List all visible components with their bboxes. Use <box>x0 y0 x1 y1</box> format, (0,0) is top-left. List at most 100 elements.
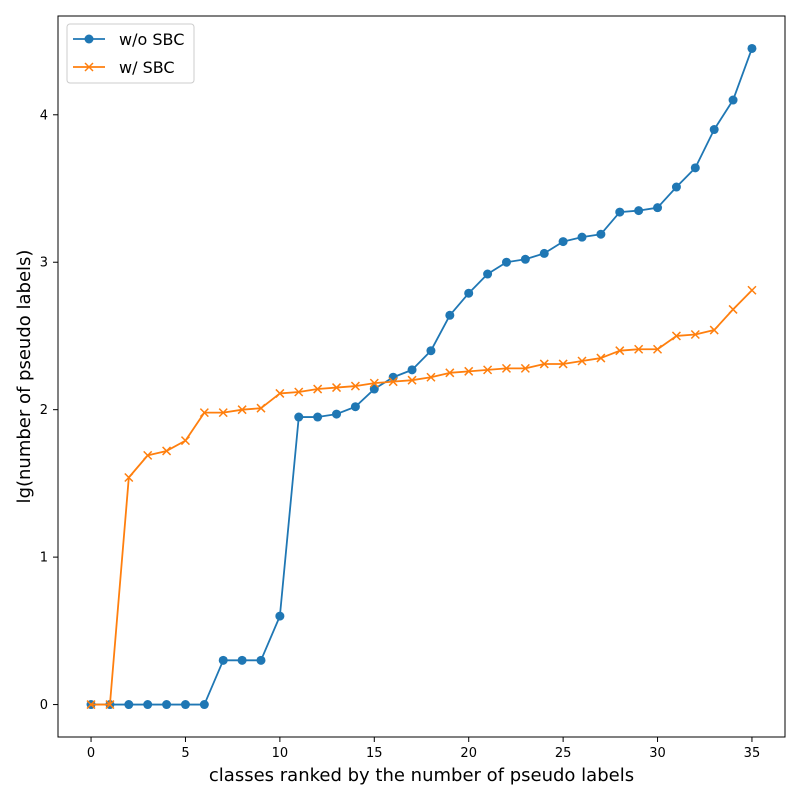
data-point <box>539 248 549 258</box>
data-point <box>501 257 511 267</box>
data-point <box>84 62 94 72</box>
data-point <box>407 365 417 375</box>
data-point <box>275 388 285 398</box>
data-point <box>237 405 247 415</box>
data-point <box>690 329 700 340</box>
data-point <box>369 378 379 388</box>
data-point <box>218 408 228 418</box>
data-point <box>464 366 474 376</box>
y-tick-label: 2 <box>40 403 48 418</box>
data-point <box>313 412 323 422</box>
x-tick-label: 10 <box>272 746 289 761</box>
data-point <box>520 363 530 373</box>
x-tick-label: 25 <box>555 746 572 761</box>
data-point <box>577 232 587 242</box>
data-point <box>407 375 417 385</box>
data-point <box>180 436 190 446</box>
x-tick-label: 5 <box>181 746 189 761</box>
data-point <box>162 446 172 456</box>
x-tick-label: 30 <box>649 746 666 761</box>
data-point <box>143 450 153 460</box>
data-point <box>84 34 94 44</box>
y-tick-label: 1 <box>40 551 48 566</box>
data-point <box>709 125 719 135</box>
data-point <box>653 203 663 213</box>
data-point <box>728 304 738 314</box>
data-point <box>577 356 587 366</box>
data-point <box>199 700 209 710</box>
data-point <box>539 359 549 369</box>
legend-entry: w/ SBC <box>73 58 175 77</box>
data-point <box>728 95 738 105</box>
data-point <box>218 655 228 665</box>
data-point <box>709 325 719 335</box>
data-point <box>180 700 190 710</box>
data-point <box>501 363 512 373</box>
data-point <box>690 163 700 173</box>
data-point <box>369 384 379 394</box>
x-tick-label: 20 <box>460 746 477 761</box>
series-line <box>91 48 753 706</box>
data-point <box>256 403 266 413</box>
series-layer <box>86 43 757 710</box>
series-1 <box>86 43 757 710</box>
data-point <box>331 383 342 393</box>
data-point <box>388 372 398 382</box>
data-point <box>747 285 757 295</box>
data-point <box>520 254 530 264</box>
y-tick-label: 0 <box>40 698 48 713</box>
legend-label: w/ SBC <box>119 58 175 77</box>
data-point <box>671 331 681 341</box>
x-tick-label: 0 <box>87 746 95 761</box>
data-point <box>445 310 455 320</box>
legend-entry: w/o SBC <box>73 30 184 49</box>
plot-frame <box>57 15 786 738</box>
data-point <box>313 384 323 394</box>
data-point <box>105 700 115 710</box>
x-axis-label: classes ranked by the number of pseudo l… <box>209 765 634 786</box>
y-axis-label: lg(number of pseudo labels) <box>14 250 35 504</box>
data-point <box>747 43 757 53</box>
data-point <box>558 237 568 247</box>
data-point <box>615 207 625 217</box>
data-point <box>256 655 266 665</box>
x-tick-label: 35 <box>744 746 761 761</box>
legend-label: w/o SBC <box>119 30 184 49</box>
y-tick-label: 4 <box>40 108 48 123</box>
data-point <box>596 229 606 239</box>
data-point <box>124 700 134 710</box>
data-point <box>332 409 342 419</box>
data-point <box>350 381 360 391</box>
data-point <box>426 372 436 382</box>
data-point <box>558 359 568 369</box>
data-point <box>445 368 455 378</box>
data-point <box>615 346 625 356</box>
data-point <box>671 182 681 192</box>
data-point <box>86 700 96 710</box>
data-point <box>162 700 172 710</box>
data-point <box>199 408 209 418</box>
data-point <box>426 346 436 356</box>
x-axis-ticks: 0 5 10 15 20 25 30 35 <box>87 737 760 761</box>
data-point <box>483 365 493 375</box>
data-point <box>634 206 644 216</box>
data-point <box>350 402 360 412</box>
data-point <box>143 700 153 710</box>
legend: w/o SBC w/ SBC <box>66 23 195 84</box>
series-line <box>91 289 753 706</box>
data-point <box>275 611 285 621</box>
data-point <box>124 472 134 483</box>
data-point <box>483 269 493 279</box>
data-point <box>464 288 474 298</box>
data-point <box>294 412 304 422</box>
x-tick-label: 15 <box>366 746 383 761</box>
data-point <box>388 377 398 387</box>
data-point <box>653 344 663 354</box>
series-2 <box>86 285 757 710</box>
data-point <box>294 387 304 397</box>
data-point <box>596 353 606 363</box>
y-axis-ticks: 0 1 2 3 4 <box>40 108 58 713</box>
data-point <box>634 344 644 354</box>
y-tick-label: 3 <box>40 256 48 271</box>
